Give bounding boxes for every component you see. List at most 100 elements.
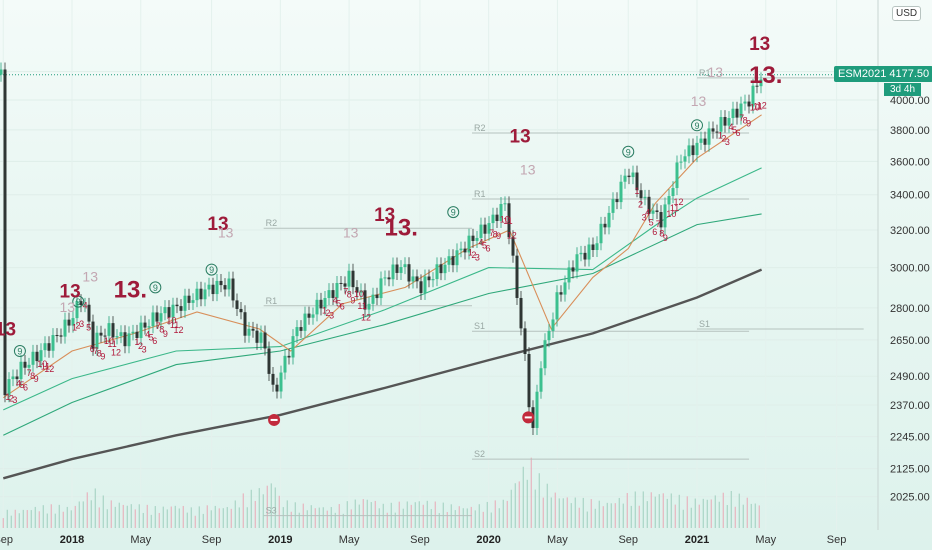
- td-setup-digit: 5: [732, 125, 737, 135]
- candle-body: [687, 145, 691, 157]
- candle-body: [271, 373, 275, 385]
- candle-body: [67, 319, 71, 326]
- candle-body: [3, 69, 7, 396]
- candle-body: [291, 336, 295, 358]
- candle-body: [183, 295, 187, 311]
- volume-bar: [662, 493, 664, 528]
- candle-body: [475, 237, 479, 241]
- volume-bar: [22, 509, 24, 528]
- volume-bar: [438, 513, 440, 528]
- td-setup-digit: 5: [86, 322, 91, 332]
- candle-body: [515, 255, 519, 298]
- volume-bar: [354, 499, 356, 528]
- y-tick-label: 3000.00: [890, 263, 930, 275]
- td-setup-digit: 4: [645, 208, 650, 218]
- candle-body: [195, 288, 199, 301]
- td-setup-digit: 5: [336, 298, 341, 308]
- volume-bar: [206, 505, 208, 528]
- volume-bar: [182, 505, 184, 528]
- candle-body: [63, 319, 67, 337]
- volume-bar: [482, 511, 484, 528]
- volume-bar: [318, 507, 320, 528]
- volume-bar: [230, 508, 232, 528]
- candle-body: [527, 353, 531, 408]
- volume-bar: [326, 510, 328, 528]
- candle-body: [155, 312, 159, 322]
- candle-body: [107, 323, 111, 336]
- candle-body: [379, 278, 383, 299]
- pivot-levels: R1 R2 R1 R2 R1 S1 S1 S2 S3: [0, 68, 878, 517]
- volume-bar: [734, 506, 736, 528]
- volume-bar: [738, 493, 740, 528]
- volume-bar: [578, 507, 580, 528]
- candle-body: [151, 312, 155, 327]
- volume-bar: [114, 506, 116, 528]
- candle-body: [431, 279, 435, 281]
- candle-body: [643, 196, 647, 199]
- candle-body: [679, 161, 683, 163]
- volume-bar: [754, 503, 756, 528]
- candle-body: [343, 283, 347, 287]
- volume-bar: [54, 513, 56, 528]
- td-markers: 9 9 9 9 9 9 9: [13, 119, 703, 426]
- volume-bar: [522, 466, 524, 528]
- y-tick-label: 2025.00: [890, 492, 930, 504]
- candle-body: [403, 264, 407, 268]
- volume-bar: [246, 507, 248, 528]
- volume-bar: [370, 502, 372, 528]
- candle-body: [279, 372, 283, 392]
- volume-bar: [26, 510, 28, 528]
- volume-bar: [470, 506, 472, 528]
- candle-body: [671, 188, 675, 197]
- level-label: R2: [474, 123, 486, 133]
- volume-bar: [118, 502, 120, 528]
- candle-body: [191, 300, 195, 303]
- volume-bar: [694, 498, 696, 528]
- y-tick-label: 3800.00: [890, 125, 930, 137]
- candle-body: [147, 326, 151, 328]
- volume-bar: [142, 512, 144, 528]
- volume-bar: [586, 511, 588, 528]
- volume-bar: [570, 503, 572, 528]
- volume-bars: [2, 457, 760, 528]
- candle-body: [179, 306, 183, 311]
- candle-body: [115, 336, 119, 338]
- candle-body: [211, 284, 215, 295]
- td-setup-digit: 9: [663, 233, 668, 243]
- volume-bar: [510, 489, 512, 528]
- candle-body: [519, 297, 523, 329]
- td-count-13: 13: [207, 214, 228, 235]
- td-setup-digit: 1: [322, 306, 327, 316]
- volume-bar: [494, 500, 496, 528]
- candle-body: [463, 248, 467, 253]
- td-minus-bar: [270, 418, 278, 421]
- countdown-tag: 3d 4h: [884, 83, 922, 96]
- volume-bar: [298, 512, 300, 528]
- candle-body: [83, 304, 87, 306]
- candle-body: [339, 282, 343, 284]
- candle-body: [535, 391, 539, 428]
- candle-body: [215, 280, 219, 295]
- candle-body: [731, 108, 735, 119]
- td-setup-digit: 8: [347, 289, 352, 299]
- candle-body: [135, 331, 139, 338]
- td-setup-digit: 9: [496, 231, 501, 241]
- volume-bar: [154, 506, 156, 528]
- volume-bar: [622, 503, 624, 528]
- volume-bar: [238, 507, 240, 528]
- volume-bar: [690, 507, 692, 528]
- volume-bar: [462, 508, 464, 528]
- candle-body: [395, 264, 399, 273]
- td-count-13-faint: 13: [60, 299, 76, 315]
- candle-body: [655, 210, 659, 213]
- td-setup-digit: 2: [138, 341, 143, 351]
- currency-label[interactable]: USD: [892, 6, 922, 21]
- volume-bar: [550, 497, 552, 528]
- candle-body: [691, 145, 695, 156]
- volume-bar: [710, 499, 712, 528]
- td-setup-digit: 9: [34, 374, 39, 384]
- td-setup-digit: 4: [333, 295, 338, 305]
- candle-body: [415, 276, 419, 282]
